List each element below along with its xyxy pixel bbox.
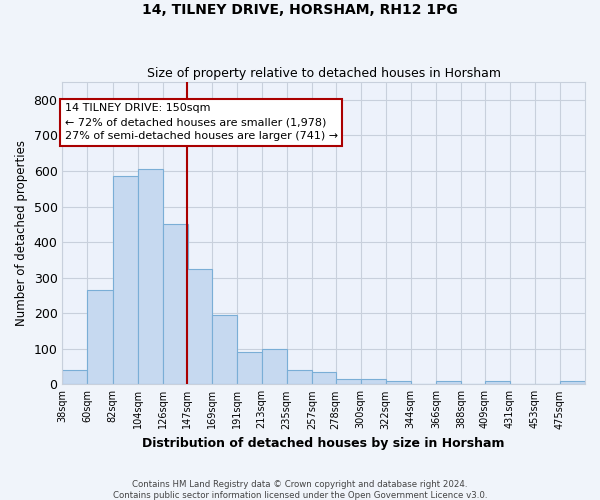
- Bar: [436, 382, 461, 384]
- Bar: [287, 370, 312, 384]
- Bar: [312, 372, 335, 384]
- Bar: [485, 382, 510, 384]
- Y-axis label: Number of detached properties: Number of detached properties: [15, 140, 28, 326]
- Title: Size of property relative to detached houses in Horsham: Size of property relative to detached ho…: [147, 66, 501, 80]
- Bar: [560, 382, 585, 384]
- Bar: [361, 379, 386, 384]
- Bar: [236, 352, 262, 384]
- Text: 14, TILNEY DRIVE, HORSHAM, RH12 1PG: 14, TILNEY DRIVE, HORSHAM, RH12 1PG: [142, 2, 458, 16]
- Bar: [212, 315, 236, 384]
- Bar: [137, 169, 163, 384]
- Text: 14 TILNEY DRIVE: 150sqm
← 72% of detached houses are smaller (1,978)
27% of semi: 14 TILNEY DRIVE: 150sqm ← 72% of detache…: [65, 104, 338, 142]
- Bar: [163, 224, 188, 384]
- X-axis label: Distribution of detached houses by size in Horsham: Distribution of detached houses by size …: [142, 437, 505, 450]
- Text: Contains HM Land Registry data © Crown copyright and database right 2024.
Contai: Contains HM Land Registry data © Crown c…: [113, 480, 487, 500]
- Bar: [262, 348, 287, 384]
- Bar: [88, 290, 113, 384]
- Bar: [187, 268, 212, 384]
- Bar: [113, 176, 137, 384]
- Bar: [335, 379, 361, 384]
- Bar: [386, 380, 411, 384]
- Bar: [62, 370, 88, 384]
